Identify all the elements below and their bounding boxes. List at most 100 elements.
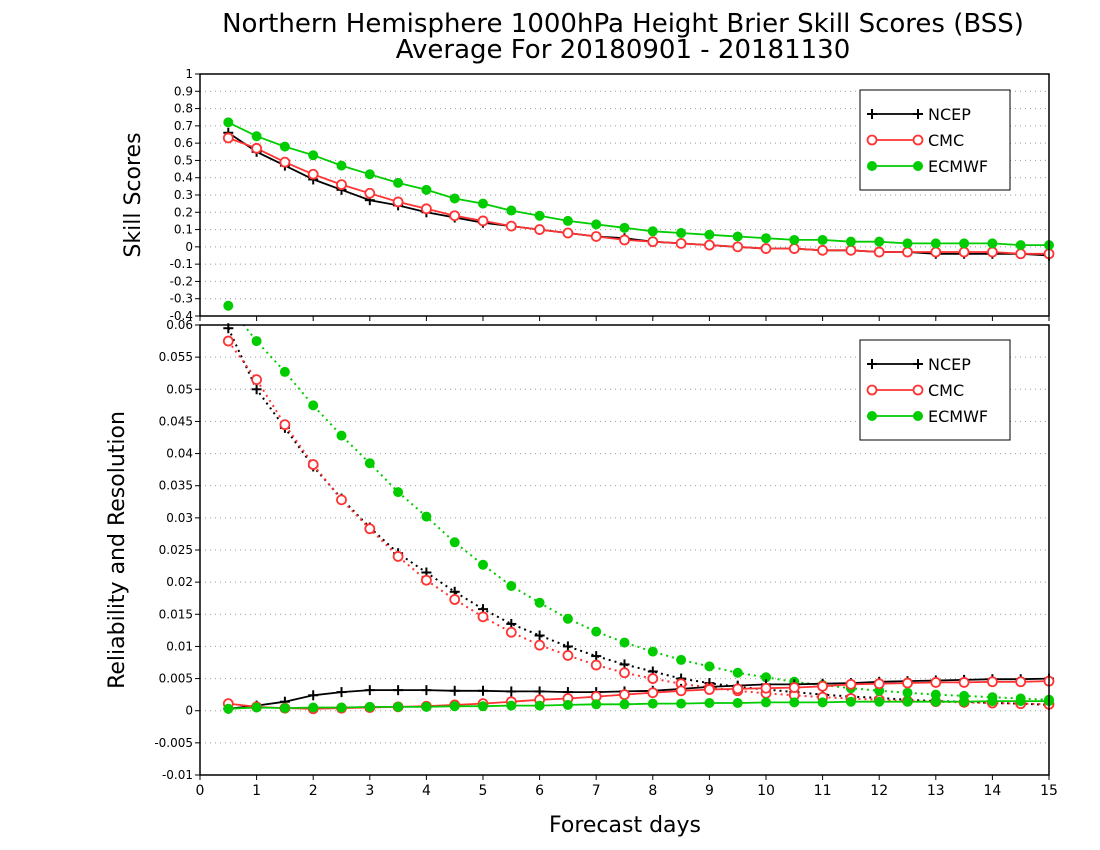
- bottom-legend: NCEP CMC ECMWF: [859, 339, 1011, 441]
- bottom-point-ncep: [562, 641, 573, 652]
- bottom-point-ecmwf: [619, 637, 630, 648]
- bottom-point-ecmwf: [449, 701, 460, 712]
- bottom-point-cmc: [704, 684, 715, 695]
- chart-subtitle: Average For 20180901 - 20181130: [396, 35, 851, 65]
- bottom-point-ecmwf: [308, 400, 319, 411]
- bottom-y-tick-label: 0.045: [159, 414, 193, 428]
- top-legend-marker-ncep: [913, 109, 923, 119]
- bottom-point-cmc: [788, 682, 800, 693]
- bottom-point-ecmwf: [279, 366, 290, 377]
- bottom-point-cmc: [420, 574, 432, 586]
- top-point-ecmwf: [506, 205, 517, 216]
- bottom-point-ecmwf: [647, 646, 658, 657]
- bottom-point-ecmwf: [534, 700, 545, 711]
- bottom-point-ecmwf: [393, 487, 404, 498]
- bottom-point-cmc: [817, 680, 828, 692]
- bottom-legend-label-ecmwf: ECMWF: [928, 407, 988, 426]
- bottom-point-ecmwf: [1015, 696, 1026, 707]
- bottom-legend-marker-ncep: [913, 359, 923, 369]
- top-y-tick-label: -0.4: [170, 309, 193, 323]
- bottom-y-tick-label: 0.02: [166, 575, 193, 589]
- bottom-point-cmc: [619, 689, 630, 701]
- top-point-ecmwf: [845, 236, 856, 247]
- bottom-x-tick-label: 10: [757, 783, 775, 799]
- bottom-x-tick-label: 9: [705, 783, 714, 799]
- bottom-point-ecmwf: [704, 661, 715, 672]
- bottom-point-cmc: [760, 682, 772, 694]
- bottom-point-ecmwf: [251, 336, 262, 347]
- top-y-tick-label: 0.4: [174, 171, 193, 185]
- top-point-cmc: [420, 203, 432, 215]
- bottom-point-ncep: [478, 685, 488, 696]
- bottom-legend-marker-ecmwf: [913, 411, 923, 421]
- bottom-y-axis-label: Reliability and Resolution: [105, 411, 130, 689]
- top-point-ecmwf: [591, 219, 602, 230]
- bottom-point-cmc: [1015, 676, 1027, 688]
- chart-title: Northern Hemisphere 1000hPa Height Brier…: [222, 9, 1024, 39]
- bottom-point-ncep: [534, 630, 545, 641]
- top-point-cmc: [449, 210, 461, 222]
- top-point-cmc: [534, 224, 545, 235]
- bottom-point-ecmwf: [732, 667, 743, 678]
- top-point-cmc: [251, 142, 263, 154]
- bottom-point-ncep: [449, 685, 460, 696]
- bottom-x-tick-label: 8: [648, 783, 657, 799]
- top-point-ecmwf: [279, 141, 290, 152]
- top-point-cmc: [987, 246, 998, 258]
- top-point-ecmwf: [761, 233, 771, 244]
- top-point-ecmwf: [308, 150, 319, 161]
- top-y-axis-label: Skill Scores: [121, 132, 146, 257]
- bottom-point-cmc: [958, 677, 970, 688]
- top-point-cmc: [392, 196, 404, 208]
- bottom-y-tick-label: 0.025: [159, 543, 193, 557]
- top-point-ecmwf: [647, 226, 658, 237]
- bottom-point-ecmwf: [619, 699, 630, 710]
- top-y-tick-label: -0.3: [170, 292, 193, 306]
- bottom-series-line-cmc-dotted: [227, 340, 1049, 706]
- top-point-cmc: [760, 243, 772, 254]
- top-point-cmc: [619, 234, 630, 246]
- bottom-y-tick-label: 0.01: [166, 639, 193, 653]
- bottom-point-ecmwf: [393, 701, 404, 712]
- bottom-point-cmc: [477, 611, 489, 623]
- top-y-tick-label: 0.9: [174, 84, 193, 98]
- top-legend-marker-ecmwf: [867, 161, 877, 171]
- bottom-legend-marker-cmc: [866, 384, 878, 396]
- bottom-point-cmc: [902, 677, 913, 689]
- bottom-y-tick-label: 0.005: [159, 672, 193, 686]
- bottom-point-ecmwf: [789, 697, 800, 708]
- bottom-x-tick-label: 0: [196, 783, 205, 799]
- top-point-cmc: [336, 179, 347, 191]
- bottom-point-cmc: [987, 676, 998, 688]
- bottom-series-line-ecmwf-dotted: [242, 325, 1049, 701]
- bottom-point-ncep: [421, 685, 432, 696]
- top-point-ecmwf: [619, 222, 630, 233]
- bottom-point-cmc: [251, 374, 263, 386]
- bottom-point-ecmwf: [562, 699, 573, 710]
- bottom-x-tick-label: 13: [927, 783, 945, 799]
- top-point-cmc: [505, 220, 517, 232]
- top-point-cmc: [675, 237, 687, 249]
- bottom-point-ecmwf: [279, 703, 290, 714]
- bottom-series-line-ecmwf-solid: [228, 700, 1049, 710]
- top-point-cmc: [364, 187, 376, 199]
- bottom-legend-label-ncep: NCEP: [928, 355, 971, 374]
- bottom-point-ncep: [364, 685, 375, 696]
- bottom-x-tick-label: 12: [870, 783, 888, 799]
- bottom-x-tick-label: 11: [814, 783, 832, 799]
- bottom-point-ecmwf: [959, 696, 970, 707]
- bottom-point-ecmwf: [421, 701, 432, 712]
- bottom-x-tick-label: 5: [479, 783, 488, 799]
- bottom-x-tick-label: 6: [535, 783, 544, 799]
- bottom-point-cmc: [845, 678, 857, 690]
- top-point-ecmwf: [817, 234, 828, 245]
- bottom-point-ecmwf: [591, 699, 602, 710]
- top-point-cmc: [930, 246, 942, 258]
- bottom-point-cmc: [590, 659, 602, 671]
- top-point-cmc: [873, 246, 885, 258]
- bottom-point-cmc: [222, 335, 234, 347]
- bottom-point-ecmwf: [223, 300, 234, 311]
- bottom-point-ecmwf: [478, 701, 488, 712]
- top-legend-label-cmc: CMC: [928, 131, 964, 150]
- bottom-point-cmc: [364, 523, 376, 535]
